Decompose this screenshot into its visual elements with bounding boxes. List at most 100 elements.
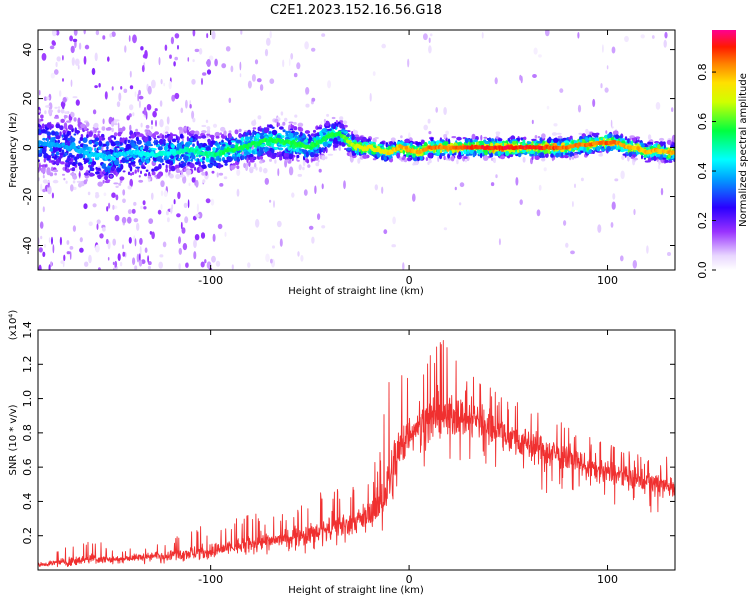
spectrogram-cell-2654 [624, 136, 628, 141]
spectrogram-noise-322 [119, 261, 123, 267]
spectrogram-y-tick-label: -20 [21, 188, 34, 206]
spectrogram-cell-3433 [190, 137, 193, 142]
spectrogram-noise-410 [143, 206, 147, 210]
spectrogram-cell-2474 [72, 174, 78, 180]
spectrogram-noise-491 [102, 118, 105, 125]
spectrogram-cell-2038 [179, 155, 183, 159]
spectrogram-noise-230 [91, 67, 96, 76]
spectrogram-cell-3469 [355, 137, 361, 141]
colorbar-gradient [712, 30, 736, 270]
spectrogram-cell-3697 [67, 124, 74, 130]
spectrogram-noise-62 [158, 57, 161, 66]
spectrogram-noise-498 [136, 253, 140, 263]
spectrogram-cell-2991 [207, 138, 211, 143]
spectrogram-cell-2506 [46, 137, 49, 144]
spectrogram-cell-3664 [180, 170, 184, 175]
spectrogram-noise-38 [97, 267, 101, 270]
spectrogram-noise-402 [79, 247, 84, 253]
spectrogram-cell-3746 [93, 139, 97, 142]
spectrogram-cell-3062 [201, 171, 206, 176]
spectrogram-cell-1997 [154, 137, 157, 140]
spectrogram-noise-346 [215, 260, 221, 267]
spectrogram-cell-3210 [610, 137, 614, 141]
spectrogram-cell-3753 [67, 161, 73, 165]
spectrogram-noise-318 [92, 109, 97, 115]
spectrogram-cell-1443 [214, 131, 220, 137]
spectrogram-cell-2828 [637, 139, 640, 143]
spectrogram-noise-529 [428, 131, 432, 135]
spectrogram-cell-3170 [70, 155, 75, 157]
spectrogram-cell-3334 [131, 142, 136, 148]
spectrogram-noise-175 [151, 120, 153, 125]
snr-y-ticks: 0.2 0.4 0.6 0.8 1.0 1.2 1.4 [21, 321, 675, 544]
spectrogram-noise-266 [88, 254, 92, 264]
spectrogram-cell-3160 [537, 136, 541, 139]
spectrogram-cell-3252 [352, 129, 356, 136]
spectrogram-cell-3148 [246, 157, 249, 163]
spectrogram-noise-0 [300, 255, 304, 262]
spectrogram-noise-94 [256, 78, 262, 83]
spectrogram-noise-550 [311, 236, 315, 244]
spectrogram-cell-2847 [661, 159, 664, 164]
spectrogram-cell-2938 [60, 118, 65, 123]
spectrogram-cell-3393 [505, 150, 510, 157]
spectrogram-cell-3672 [392, 144, 395, 148]
spectrogram-cell-3595 [207, 163, 213, 168]
spectrogram-cell-3262 [266, 141, 272, 146]
spectrogram-cell-2878 [451, 136, 457, 139]
spectrogram-cell-834 [97, 133, 100, 137]
spectrogram-cell-3263 [168, 135, 174, 141]
spectrogram-cell-2316 [52, 169, 59, 173]
spectrogram-cell-3683 [321, 155, 326, 161]
spectrogram-cell-1941 [40, 114, 44, 119]
spectrogram-cell-1074 [63, 115, 68, 119]
spectrogram-noise-185 [59, 236, 63, 246]
colorbar-tick-label: 0.6 [696, 113, 709, 131]
spectrogram-cell-2456 [72, 180, 76, 184]
spectrogram-cell-2346 [281, 135, 285, 139]
spectrogram-cell-3682 [83, 144, 88, 147]
spectrogram-x-axis-label: Height of straight line (km) [288, 286, 424, 297]
spectrogram-cell-1611 [60, 161, 65, 165]
spectrogram-cell-2904 [198, 143, 202, 149]
spectrogram-noise-421 [206, 59, 211, 67]
spectrogram-cell-1537 [206, 133, 211, 136]
spectrogram-cell-3095 [297, 122, 304, 128]
spectrogram-cell-3142 [145, 129, 151, 132]
spectrogram-noise-423 [127, 216, 132, 224]
spectrogram-cell-2424 [647, 134, 652, 141]
spectrogram-noise-26 [173, 199, 176, 205]
spectrogram-cell-3307 [325, 147, 328, 154]
spectrogram-cell-2535 [111, 121, 115, 127]
spectrogram-noise-535 [79, 237, 83, 243]
spectrogram-noise-305 [274, 159, 277, 164]
snr-y-multiplier: (x10⁴) [8, 310, 19, 341]
spectrogram-cell-3161 [112, 166, 116, 170]
spectrogram-cell-1270 [334, 148, 337, 151]
spectrogram-noise-102 [600, 83, 603, 89]
spectrogram-cell-2633 [70, 172, 76, 176]
spectrogram-noise-388 [102, 227, 106, 232]
spectrogram-noise-299 [383, 229, 388, 235]
spectrogram-ridge-3985 [390, 150, 394, 155]
spectrogram-cell-2856 [193, 166, 197, 171]
spectrogram-cell-3551 [385, 147, 389, 150]
spectrogram-noise-267 [43, 244, 47, 248]
spectrogram-noise-119 [265, 253, 270, 263]
spectrogram-noise-152 [580, 177, 584, 182]
spectrogram-noise-343 [147, 265, 151, 270]
spectrogram-noise-124 [191, 110, 195, 120]
spectrogram-cell-2105 [592, 151, 595, 154]
spectrogram-cell-3758 [512, 140, 517, 145]
spectrogram-noise-133 [103, 192, 107, 197]
spectrogram-cell-2952 [571, 155, 575, 160]
spectrogram-noise-151 [288, 124, 291, 132]
spectrogram-cell-3187 [335, 120, 338, 124]
spectrogram-cell-3726 [500, 155, 505, 160]
spectrogram-noise-455 [317, 213, 321, 221]
spectrogram-cell-3172 [78, 172, 81, 177]
spectrogram-noise-261 [193, 251, 197, 260]
spectrogram-cell-1252 [52, 136, 56, 142]
spectrogram-noise-547 [305, 87, 310, 95]
spectrogram-cell-2321 [631, 154, 637, 157]
